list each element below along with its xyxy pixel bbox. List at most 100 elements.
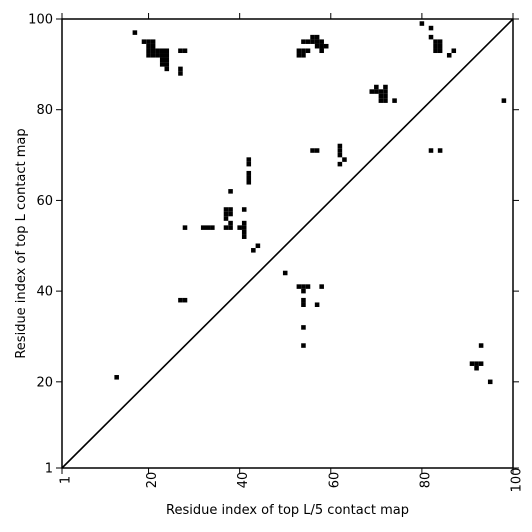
x-tick-label: 80	[418, 472, 433, 489]
contact-cell-top-l	[164, 53, 170, 58]
contact-cell-top-l	[419, 21, 425, 26]
x-tick-label: 20	[145, 472, 160, 489]
contact-cell-top-l5	[228, 225, 233, 230]
contact-cell-top-l	[319, 39, 324, 44]
contact-cell-top-l	[301, 48, 306, 54]
contact-cell-top-l	[146, 43, 151, 49]
y-tick-label: 1	[45, 462, 53, 477]
contact-cell-top-l	[446, 53, 452, 58]
contact-cell-top-l5	[342, 157, 347, 162]
contact-cell-top-l5	[223, 225, 229, 230]
contact-cell-top-l5	[296, 284, 302, 289]
y-tick-label: 80	[36, 103, 53, 118]
contact-cell-top-l	[383, 84, 388, 90]
contact-cell-top-l5	[241, 207, 247, 212]
contact-cell-top-l	[374, 84, 379, 90]
contact-cell-top-l5	[301, 325, 306, 330]
contact-cell-top-l5	[437, 148, 443, 153]
contact-cell-top-l5	[228, 207, 233, 212]
contact-cell-top-l	[310, 148, 315, 153]
contact-cell-top-l5	[301, 288, 306, 294]
contact-cell-top-l5	[478, 343, 484, 348]
contact-cell-top-l5	[210, 225, 215, 230]
contact-cell-top-l	[428, 34, 434, 40]
contact-cell-top-l5	[301, 284, 306, 289]
contact-cell-top-l5	[246, 170, 252, 176]
contact-cell-top-l5	[237, 225, 242, 230]
y-tick-label: 60	[36, 194, 53, 209]
contact-cell-top-l5	[487, 379, 493, 385]
contact-cell-top-l	[178, 48, 183, 54]
contact-cell-top-l	[310, 34, 315, 40]
contact-cell-top-l	[159, 48, 165, 54]
x-tick-label: 100	[510, 468, 525, 493]
contact-cell-top-l	[150, 39, 156, 44]
contact-cell-top-l5	[241, 229, 247, 235]
contact-cell-top-l	[378, 98, 384, 103]
contact-cell-top-l5	[246, 157, 252, 162]
x-tick-label: 40	[236, 472, 251, 489]
contact-cell-top-l5	[337, 161, 343, 167]
contact-cell-top-l5	[223, 216, 229, 221]
y-tick-label: 20	[36, 375, 53, 390]
contact-cell-top-l5	[305, 284, 311, 289]
contact-cell-top-l	[451, 48, 457, 54]
contact-cell-top-l	[383, 93, 388, 99]
contact-cell-top-l	[378, 89, 384, 94]
contact-cell-top-l5	[114, 375, 119, 380]
contact-cell-top-l	[301, 39, 306, 44]
contact-cell-top-l5	[228, 220, 233, 226]
contact-cell-top-l	[437, 39, 443, 44]
contact-cell-top-l5	[223, 211, 229, 217]
contact-cell-top-l5	[301, 302, 306, 307]
contact-cell-top-l	[501, 98, 507, 103]
contact-cell-top-l5	[255, 243, 261, 249]
contact-cell-top-l	[433, 39, 438, 44]
contact-cell-top-l	[314, 43, 320, 49]
contact-cell-top-l	[433, 48, 438, 54]
contact-cell-top-l5	[228, 189, 233, 194]
contact-cell-top-l	[383, 89, 388, 94]
contact-cell-top-l	[155, 48, 160, 54]
contact-cell-top-l5	[251, 248, 256, 253]
contact-cell-top-l	[314, 34, 320, 40]
contact-cell-top-l	[433, 43, 438, 49]
contact-cell-top-l5	[314, 302, 320, 307]
contact-cell-top-l	[378, 93, 384, 99]
contact-cell-top-l5	[182, 225, 188, 230]
contact-cell-top-l	[159, 57, 165, 63]
contact-cell-top-l	[437, 48, 443, 54]
contact-cell-top-l	[319, 48, 324, 54]
contact-cell-top-l	[146, 39, 151, 44]
contact-cell-top-l	[141, 39, 147, 44]
contact-cell-top-l5	[228, 211, 233, 217]
y-tick-label: 40	[36, 285, 53, 300]
x-tick-label: 1	[59, 476, 74, 484]
y-axis-ticks: 1 20 40 60 80 100	[28, 13, 519, 477]
contact-cell-top-l	[305, 39, 311, 44]
contact-cell-top-l	[392, 98, 397, 103]
contact-cell-top-l5	[474, 361, 479, 366]
contact-cell-top-l	[150, 53, 156, 58]
contact-cell-top-l	[437, 43, 443, 49]
contact-cell-top-l	[305, 48, 311, 54]
contact-cell-top-l5	[223, 207, 229, 212]
contact-cell-top-l5	[182, 297, 188, 303]
contact-cell-top-l5	[478, 361, 484, 366]
contact-cell-top-l	[164, 48, 170, 54]
contact-cell-top-l	[310, 39, 315, 44]
contact-cell-top-l	[150, 48, 156, 54]
contact-cell-top-l	[146, 53, 151, 58]
contact-cell-top-l	[159, 53, 165, 58]
contact-cell-top-l5	[200, 225, 206, 230]
x-axis-label: Residue index of top L/5 contact map	[166, 503, 409, 518]
contact-cell-top-l5	[301, 297, 306, 303]
contact-cell-top-l	[323, 43, 329, 49]
contact-cell-top-l	[383, 98, 388, 103]
contact-cell-top-l5	[337, 148, 343, 153]
contact-cell-top-l5	[319, 284, 324, 289]
contact-cell-top-l5	[241, 234, 247, 239]
contact-cell-top-l5	[246, 175, 252, 181]
